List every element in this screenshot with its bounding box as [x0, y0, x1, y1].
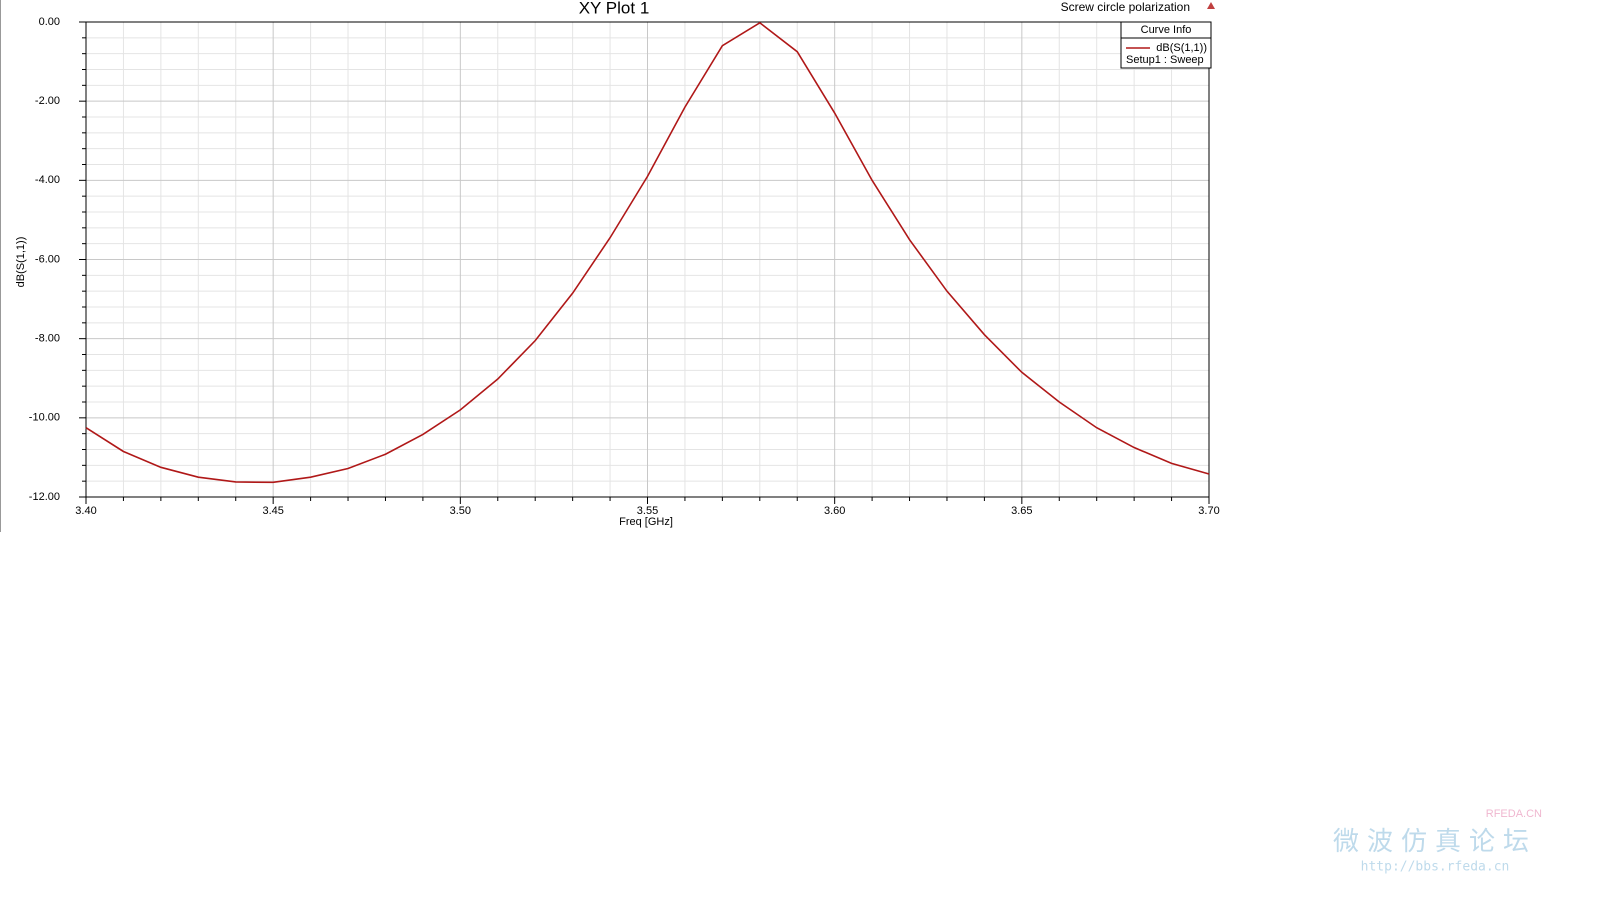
x-tick-label: 3.55: [637, 505, 658, 517]
y-tick-label: -10.00: [29, 412, 60, 424]
legend-note: Setup1 : Sweep: [1126, 54, 1204, 66]
watermark-name: 微波仿真论坛: [1333, 827, 1537, 857]
watermark-brand: RFEDA.CN: [1486, 808, 1542, 820]
x-tick-label: 3.50: [450, 505, 471, 517]
x-tick-label: 3.65: [1011, 505, 1032, 517]
legend-title: Curve Info: [1141, 24, 1192, 36]
x-tick-label: 3.40: [75, 505, 96, 517]
x-tick-label: 3.70: [1198, 505, 1219, 517]
y-tick-label: -8.00: [35, 333, 60, 345]
y-tick-label: -12.00: [29, 491, 60, 503]
x-tick-label: 3.60: [824, 505, 845, 517]
line-series: [85, 21, 1210, 484]
x-axis-label: Freq [GHz]: [619, 516, 673, 528]
x-tick-label: 3.45: [262, 505, 283, 517]
plot-frame: [85, 21, 1210, 498]
y-tick-label: 0.00: [39, 16, 60, 28]
y-axis-label: dB(S(1,1)): [15, 237, 27, 288]
logo-icon: [1207, 2, 1215, 9]
watermark-url: http://bbs.rfeda.cn: [1361, 860, 1510, 875]
legend-box: [1120, 21, 1212, 69]
y-tick-label: -6.00: [35, 253, 60, 265]
chart-title: XY Plot 1: [579, 0, 650, 17]
y-tick-label: -2.00: [35, 95, 60, 107]
chart-subtitle: Screw circle polarization: [1061, 0, 1190, 14]
y-tick-label: -4.00: [35, 174, 60, 186]
legend: Curve Info dB(S(1,1))Setup1 : Sweep: [1120, 21, 1212, 69]
watermark: RFEDA.CN 微波仿真论坛 http://bbs.rfeda.cn: [1333, 808, 1542, 875]
legend-label: dB(S(1,1)): [1156, 42, 1207, 54]
